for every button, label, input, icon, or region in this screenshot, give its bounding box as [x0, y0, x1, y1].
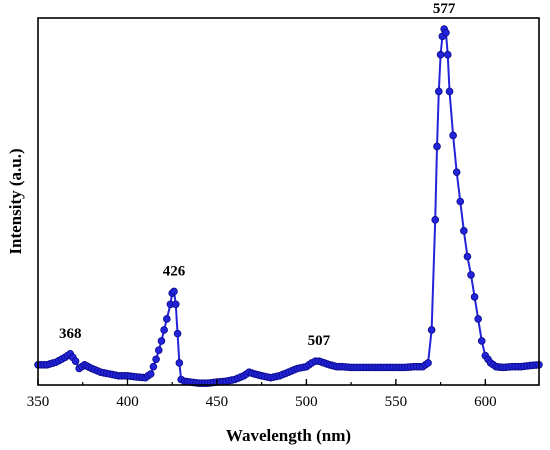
x-tick-label: 550: [385, 394, 408, 410]
data-point: [160, 326, 168, 334]
data-point: [460, 227, 468, 235]
data-point: [456, 197, 465, 206]
plot-frame: [37, 17, 540, 386]
data-point: [477, 337, 486, 345]
data-point: [154, 346, 163, 354]
data-point: [434, 87, 443, 96]
peak-label-426: 426: [163, 263, 186, 279]
annotation-layer: 368 426 507 577: [59, 1, 456, 349]
x-axis-title: Wavelength (nm): [226, 426, 351, 445]
x-tick-label: 400: [116, 394, 139, 410]
data-point: [157, 337, 166, 345]
data-point: [474, 315, 482, 323]
data-point: [452, 168, 461, 176]
peak-label-368: 368: [59, 326, 82, 342]
data-point: [163, 315, 171, 323]
data-point: [431, 216, 440, 224]
series-line: [38, 28, 540, 385]
data-point: [442, 28, 450, 37]
data-point: [470, 293, 479, 301]
peak-label-507: 507: [308, 333, 331, 349]
data-point: [449, 131, 457, 140]
data-point: [146, 370, 155, 378]
data-point: [424, 359, 432, 367]
data-point: [170, 287, 178, 296]
series-layer: [34, 25, 543, 387]
data-point: [436, 50, 445, 59]
data-point: [71, 357, 80, 365]
data-point: [433, 142, 441, 151]
data-point: [173, 329, 182, 338]
x-tick-label: 450: [206, 394, 229, 410]
data-point: [445, 87, 454, 96]
data-point: [443, 50, 452, 59]
data-point: [467, 271, 475, 279]
data-point: [171, 300, 180, 309]
x-tick-label: 350: [27, 394, 50, 410]
data-point: [175, 359, 184, 367]
y-axis-title: Intensity (a.u.): [6, 148, 25, 254]
data-point: [427, 326, 436, 334]
peak-label-577: 577: [433, 1, 456, 17]
x-tick-label: 600: [474, 394, 497, 410]
data-point: [152, 355, 160, 364]
data-point: [463, 252, 472, 261]
x-axis: 350 400 450 500 550 600: [27, 379, 497, 410]
x-tick-label: 500: [295, 394, 318, 410]
data-point: [149, 362, 158, 371]
